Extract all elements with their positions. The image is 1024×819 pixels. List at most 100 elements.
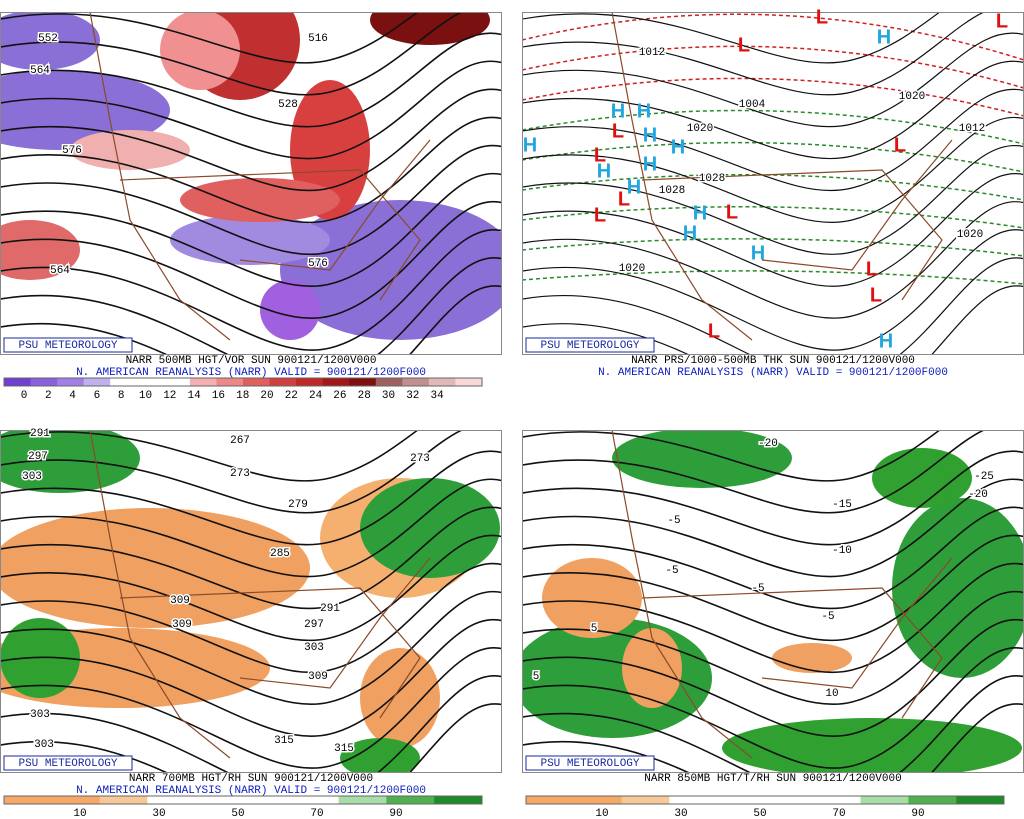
height-contour: [522, 229, 1024, 351]
height-contour: [0, 618, 502, 737]
height-contour: [0, 478, 502, 578]
colorbar-label: 20: [260, 390, 273, 402]
contour-label: -5: [751, 583, 764, 595]
colorbar-segment: [526, 796, 575, 804]
contour-label: 303: [22, 471, 42, 483]
shaded-area: [260, 280, 320, 340]
contour-label: 564: [30, 65, 50, 77]
shaded-area: [0, 508, 310, 628]
colorbar-label: 12: [163, 390, 176, 402]
contour-label: 576: [62, 145, 82, 157]
height-contour: [522, 285, 1024, 355]
colorbar-segment: [99, 796, 148, 804]
colorbar-segment: [765, 796, 814, 804]
height-contour: [0, 285, 502, 355]
colorbar-label: 4: [69, 390, 76, 402]
colorbar-segment: [338, 796, 387, 804]
colorbar-border: [3, 377, 483, 387]
colorbar-segment: [402, 378, 430, 386]
colorbar-segment: [573, 796, 623, 804]
map-background: [522, 12, 1024, 355]
shaded-area: [872, 448, 972, 508]
colorbar-segment: [243, 378, 271, 386]
colorbar-border: [3, 795, 483, 805]
colorbar-segment: [812, 796, 862, 804]
contour-label: 1004: [739, 99, 766, 111]
pressure-center: L: [612, 120, 624, 142]
contour-label: 285: [270, 548, 290, 560]
colorbar-segment: [621, 796, 670, 804]
contour-label: 279: [288, 499, 308, 511]
contour-label: 303: [304, 642, 324, 654]
colorbar-label: 6: [94, 390, 101, 402]
height-contour: [0, 703, 502, 773]
pressure-center: L: [866, 258, 878, 280]
height-contour: [0, 172, 502, 287]
colorbar-segment: [428, 378, 456, 386]
pressure-center: H: [627, 176, 641, 198]
colorbar-label: 2: [45, 390, 52, 402]
height-contour: [522, 145, 1024, 255]
height-contour: [522, 88, 1024, 192]
shaded-area: [522, 618, 712, 738]
map-title: NARR 850MB HGT/T/RH SUN 900121/1200V000: [644, 773, 901, 785]
height-contour: [522, 562, 1024, 674]
badge: PSU METEOROLOGY: [540, 758, 639, 770]
colorbar-label: 0: [21, 390, 28, 402]
height-contour: [0, 32, 502, 128]
height-contour: [522, 506, 1024, 610]
colorbar-segment: [860, 796, 909, 804]
colorbar-segment: [956, 796, 1005, 804]
pressure-center: L: [594, 204, 606, 226]
colorbar-segment: [296, 378, 324, 386]
pressure-center: H: [611, 100, 625, 122]
map-subtitle: N. AMERICAN REANALYSIS (NARR) VALID = 90…: [76, 785, 426, 797]
contour-label: -20: [968, 489, 988, 501]
height-contour: [0, 144, 502, 256]
height-contour: [522, 430, 942, 482]
shaded-area: [180, 178, 340, 222]
contour-label: 273: [230, 468, 250, 480]
colorbar-segment: [216, 378, 244, 386]
colorbar-segment: [147, 796, 196, 804]
height-contour: [522, 703, 1024, 773]
pressure-center: H: [683, 222, 697, 244]
pressure-center: H: [597, 160, 611, 182]
contour-label: 576: [308, 258, 328, 270]
map-area: [0, 430, 502, 773]
contour-label: 10: [825, 688, 838, 700]
thickness-contour: [522, 77, 1024, 117]
colorbar-label: 30: [674, 808, 687, 819]
colorbar-label: 14: [187, 390, 201, 402]
map-area: [0, 12, 502, 355]
contour-label: 297: [304, 619, 324, 631]
map-area: [522, 12, 1024, 355]
map-subtitle: N. AMERICAN REANALYSIS (NARR) VALID = 90…: [598, 367, 948, 379]
pressure-center: L: [894, 134, 906, 156]
colorbar-segment: [349, 378, 377, 386]
shaded-area: [772, 643, 852, 673]
map-title: NARR 500MB HGT/VOR SUN 900121/1200V000: [126, 355, 377, 367]
shaded-area: [0, 220, 80, 280]
height-contour: [522, 32, 1024, 128]
height-contour: [522, 647, 1024, 769]
thickness-contour: [522, 141, 1024, 173]
height-contour: [522, 257, 1024, 355]
pressure-center: L: [996, 10, 1008, 32]
height-contour: [522, 12, 941, 64]
colorbar-label: 34: [430, 390, 444, 402]
colorbar-segment: [386, 796, 435, 804]
height-contour: [0, 12, 464, 96]
shaded-area: [370, 12, 490, 45]
colorbar-segment: [290, 796, 340, 804]
colorbar-border: [525, 795, 1005, 805]
shaded-area: [0, 430, 140, 493]
pressure-center: H: [877, 26, 891, 48]
shaded-area: [340, 738, 420, 773]
colorbar-label: 26: [333, 390, 346, 402]
height-contour: [522, 675, 1024, 773]
pressure-center: L: [708, 320, 720, 342]
colorbar-segment: [717, 796, 766, 804]
